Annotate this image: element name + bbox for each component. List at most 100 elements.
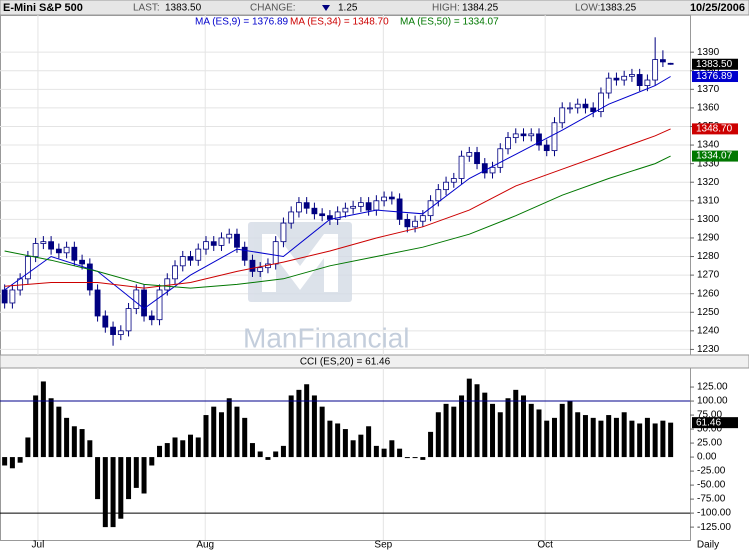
candle-body: [187, 256, 194, 261]
candle-body: [559, 107, 566, 124]
x-tick-label: Aug: [196, 540, 214, 550]
value-tag-box: [692, 150, 738, 162]
bar: [157, 445, 163, 458]
bar: [33, 395, 39, 458]
bar: [2, 457, 8, 466]
candle-body: [365, 202, 372, 211]
candle-body: [435, 189, 442, 202]
bar: [188, 434, 194, 458]
header-value: 1383.25: [600, 3, 637, 14]
y-tick-label: 1270: [697, 270, 720, 281]
moving-average-line: [4, 76, 671, 310]
y-tick-label: 1260: [697, 288, 720, 299]
candle-body: [133, 289, 140, 309]
candle-body: [148, 315, 155, 321]
y-tick-label: 1310: [697, 195, 720, 206]
moving-average-line: [4, 128, 671, 289]
candle-body: [381, 196, 388, 202]
bar: [358, 434, 364, 458]
candle-body: [179, 256, 186, 267]
candle-body: [125, 308, 132, 332]
candle-body: [574, 103, 581, 109]
y-tick-label: 1250: [697, 307, 720, 318]
candle-body: [334, 211, 341, 220]
bar: [621, 412, 627, 458]
y-tick-label: 1340: [697, 140, 720, 151]
bar: [551, 417, 557, 458]
bar: [118, 457, 124, 519]
logo-m: [262, 234, 338, 292]
candle-body: [667, 62, 674, 65]
candle-body: [543, 144, 550, 152]
y-tick-label: -125.00: [697, 522, 731, 533]
y-tick-label: 1240: [697, 325, 720, 336]
period-label: Daily: [697, 540, 719, 550]
bar: [226, 398, 232, 458]
bar: [490, 403, 496, 458]
bar: [381, 448, 387, 458]
y-tick-label: 0.00: [697, 452, 717, 463]
y-tick-label: 1370: [697, 84, 720, 95]
bar: [249, 443, 255, 458]
bar: [513, 389, 519, 458]
bar: [606, 415, 612, 458]
candle-body: [636, 74, 643, 87]
candle-body: [141, 289, 147, 317]
candle-body: [319, 213, 326, 217]
header-label: LAST:: [133, 3, 160, 14]
bar: [474, 384, 480, 458]
candle-body: [350, 205, 357, 209]
bar: [420, 457, 426, 460]
candle-body: [9, 289, 16, 304]
candle-body: [249, 259, 256, 272]
bar: [95, 457, 101, 500]
candle-body: [605, 77, 612, 94]
candle-body: [102, 315, 109, 328]
header-value: 1.25: [338, 3, 358, 14]
candle-body: [629, 74, 635, 77]
bar: [544, 420, 550, 458]
header-bar: [0, 0, 749, 16]
y-tick-label: 125.00: [697, 382, 728, 393]
candle-body: [659, 59, 666, 63]
candle-body: [396, 198, 403, 220]
bar: [40, 381, 46, 458]
bar: [342, 429, 348, 458]
candle-body: [419, 215, 426, 222]
y-tick-label: 50.00: [697, 424, 722, 435]
bar: [195, 437, 201, 458]
candle-body: [505, 137, 511, 150]
bar: [536, 409, 542, 458]
bar: [389, 440, 395, 458]
bar: [71, 426, 77, 458]
bar: [668, 422, 674, 458]
bar: [242, 417, 248, 458]
bar: [273, 451, 279, 458]
bar: [79, 429, 85, 458]
bar: [644, 417, 650, 458]
candle-body: [1, 289, 8, 304]
bar: [304, 384, 310, 458]
bar: [482, 392, 488, 458]
bar: [141, 457, 147, 494]
candle-body: [357, 202, 364, 207]
value-tag: 1383.50: [696, 59, 733, 70]
bar: [428, 431, 434, 458]
header-date: 10/25/2006: [690, 2, 745, 14]
bar: [613, 417, 619, 458]
bar: [257, 451, 263, 458]
bar: [590, 417, 596, 458]
bar: [497, 412, 503, 458]
value-tag: 1376.89: [696, 71, 733, 82]
bar: [48, 398, 54, 458]
bar: [296, 389, 302, 458]
y-tick-label: 25.00: [697, 438, 722, 449]
bar: [327, 420, 333, 458]
candle-body: [195, 248, 202, 261]
candle-body: [551, 122, 558, 152]
legend-entry: MA (ES,9) = 1376.89: [195, 17, 289, 28]
bar: [126, 457, 132, 500]
candle-body: [512, 133, 519, 139]
y-tick-label: -75.00: [697, 494, 726, 505]
value-tag-box: [692, 71, 738, 83]
